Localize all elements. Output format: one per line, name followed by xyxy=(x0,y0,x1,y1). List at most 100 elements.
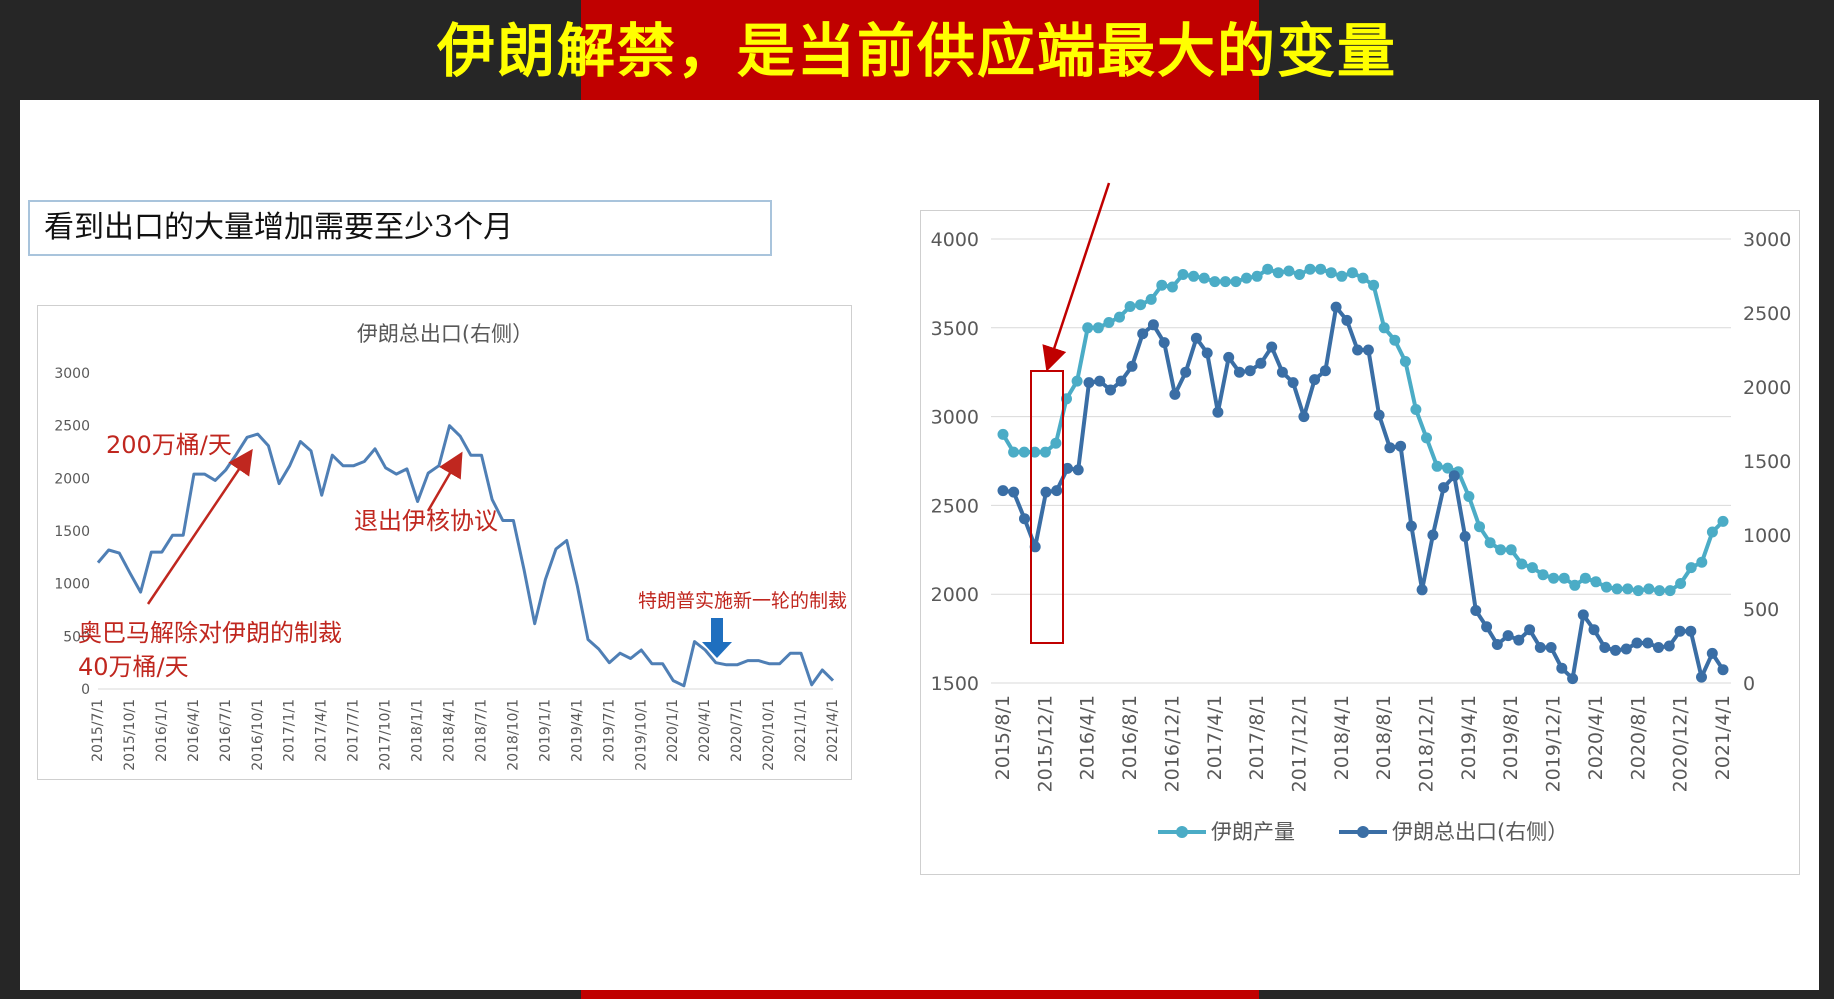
series-point-exports xyxy=(1040,486,1052,498)
series-point-exports xyxy=(1105,384,1116,396)
series-point-exports xyxy=(1341,314,1353,326)
series-point-exports xyxy=(1276,366,1288,378)
right-x-tick: 2017/12/1 xyxy=(1288,695,1310,792)
right-y-left-tick: 3000 xyxy=(931,407,979,429)
sanction-marker-arrow xyxy=(702,618,732,658)
series-point-exports xyxy=(1685,625,1697,637)
series-point-exports xyxy=(1524,624,1536,636)
series-point-exports xyxy=(1513,634,1525,646)
series-point-production xyxy=(997,428,1009,440)
series-point-production xyxy=(1114,311,1125,323)
series-point-exports xyxy=(1158,337,1170,349)
right-y-right-tick: 500 xyxy=(1743,599,1779,621)
series-point-exports xyxy=(1534,642,1546,653)
series-point-exports xyxy=(1577,609,1589,621)
right-y-right-tick: 2500 xyxy=(1743,303,1791,325)
series-point-exports xyxy=(1470,605,1482,616)
series-point-exports xyxy=(1599,642,1611,653)
series-point-production xyxy=(1410,404,1422,415)
right-chart: 1500 2000 2500 3000 3500 4000 0 500 1000 1500 2000… xyxy=(920,182,1800,875)
left-x-tick: 2018/10/1 xyxy=(505,699,521,771)
series-point-production xyxy=(1601,581,1612,593)
series-point-exports xyxy=(1352,344,1364,356)
series-point-production xyxy=(1516,558,1528,570)
series-point-production xyxy=(1092,322,1104,334)
series-point-production xyxy=(1304,263,1316,275)
series-point-production xyxy=(1029,446,1041,458)
series-point-exports xyxy=(1427,529,1439,541)
pointer-arrow xyxy=(1042,182,1111,372)
right-x-tick: 2021/4/1 xyxy=(1712,695,1734,780)
left-x-tick: 2020/4/1 xyxy=(697,699,713,762)
annotation-obama-lift: 奥巴马解除对伊朗的制裁 xyxy=(78,619,342,647)
left-x-tick: 2017/7/1 xyxy=(346,699,362,762)
series-point-production xyxy=(1378,322,1390,334)
series-point-production xyxy=(1315,263,1327,275)
left-y-tick: 1500 xyxy=(54,524,90,540)
series-point-production xyxy=(1399,356,1411,367)
left-y-tick: 2500 xyxy=(54,419,90,435)
series-point-production xyxy=(1294,269,1305,280)
series-point-production xyxy=(1548,572,1560,584)
series-point-production xyxy=(1050,437,1062,449)
series-point-production xyxy=(1272,267,1284,279)
left-y-tick: 3000 xyxy=(54,366,90,382)
series-point-exports xyxy=(1137,328,1149,340)
series-point-production xyxy=(1283,265,1295,277)
series-point-exports xyxy=(1696,671,1707,683)
note-box: 看到出口的大量增加需要至少3个月 xyxy=(28,200,772,256)
right-y-left-tick: 4000 xyxy=(931,229,979,251)
series-point-production xyxy=(1082,322,1094,334)
series-point-production xyxy=(1071,375,1083,387)
series-point-production xyxy=(1241,272,1252,284)
left-x-tick: 2021/4/1 xyxy=(825,699,841,762)
series-line-production xyxy=(1001,267,1725,593)
series-point-production xyxy=(1526,562,1538,574)
right-y-right-tick: 3000 xyxy=(1743,229,1791,251)
series-point-production xyxy=(1336,270,1348,282)
arrow-rise-1 xyxy=(146,448,253,605)
left-x-tick: 2020/1/1 xyxy=(665,699,681,762)
left-x-tick: 2017/1/1 xyxy=(282,699,298,762)
right-x-tick: 2020/12/1 xyxy=(1670,695,1692,792)
left-y-tick: 2000 xyxy=(54,471,90,487)
series-point-exports xyxy=(1233,366,1245,378)
series-point-production xyxy=(1569,579,1581,591)
series-point-production xyxy=(1135,299,1147,311)
series-point-production xyxy=(1717,515,1729,527)
right-y-right-tick: 2000 xyxy=(1743,377,1791,399)
slide-title: 伊朗解禁，是当前供应端最大的变量 xyxy=(436,17,1397,85)
series-point-production xyxy=(1579,572,1591,584)
annotation-trump-sanctions: 特朗普实施新一轮的制裁 xyxy=(638,590,847,612)
series-point-production xyxy=(1664,585,1676,597)
series-point-exports xyxy=(1491,639,1503,650)
series-point-exports xyxy=(1094,375,1106,387)
legend-production-label: 伊朗产量 xyxy=(1211,820,1295,844)
legend-exports-label: 伊朗总出口(右侧） xyxy=(1392,820,1568,844)
series-point-production xyxy=(1675,578,1687,589)
series-point-production xyxy=(1643,583,1655,595)
series-point-production xyxy=(1442,462,1454,474)
series-point-production xyxy=(1039,446,1051,458)
series-point-production xyxy=(1262,263,1274,275)
series-point-exports xyxy=(1620,643,1632,655)
left-x-tick: 2019/1/1 xyxy=(537,699,553,762)
series-point-exports xyxy=(1362,344,1374,356)
series-point-exports xyxy=(1545,642,1557,653)
left-x-tick: 2021/1/1 xyxy=(793,699,809,762)
series-point-exports xyxy=(1663,640,1675,652)
series-point-exports xyxy=(1384,442,1396,454)
right-chart-svg: 1500 2000 2500 3000 3500 4000 0 500 1000 1500 2000… xyxy=(931,182,1791,844)
left-series-line xyxy=(96,424,835,688)
series-point-exports xyxy=(1019,513,1030,525)
left-x-tick: 2016/4/1 xyxy=(186,699,202,762)
series-point-production xyxy=(1421,432,1432,444)
right-y-left-tick: 3500 xyxy=(931,318,979,340)
left-x-tick: 2019/4/1 xyxy=(569,699,585,762)
right-x-tick: 2015/12/1 xyxy=(1034,695,1056,792)
title-band xyxy=(581,0,1259,100)
series-point-exports xyxy=(1373,409,1385,421)
series-point-exports xyxy=(1610,644,1621,656)
series-point-exports xyxy=(1126,360,1138,372)
annotation-2m-bpd: 200万桶/天 xyxy=(106,431,232,459)
